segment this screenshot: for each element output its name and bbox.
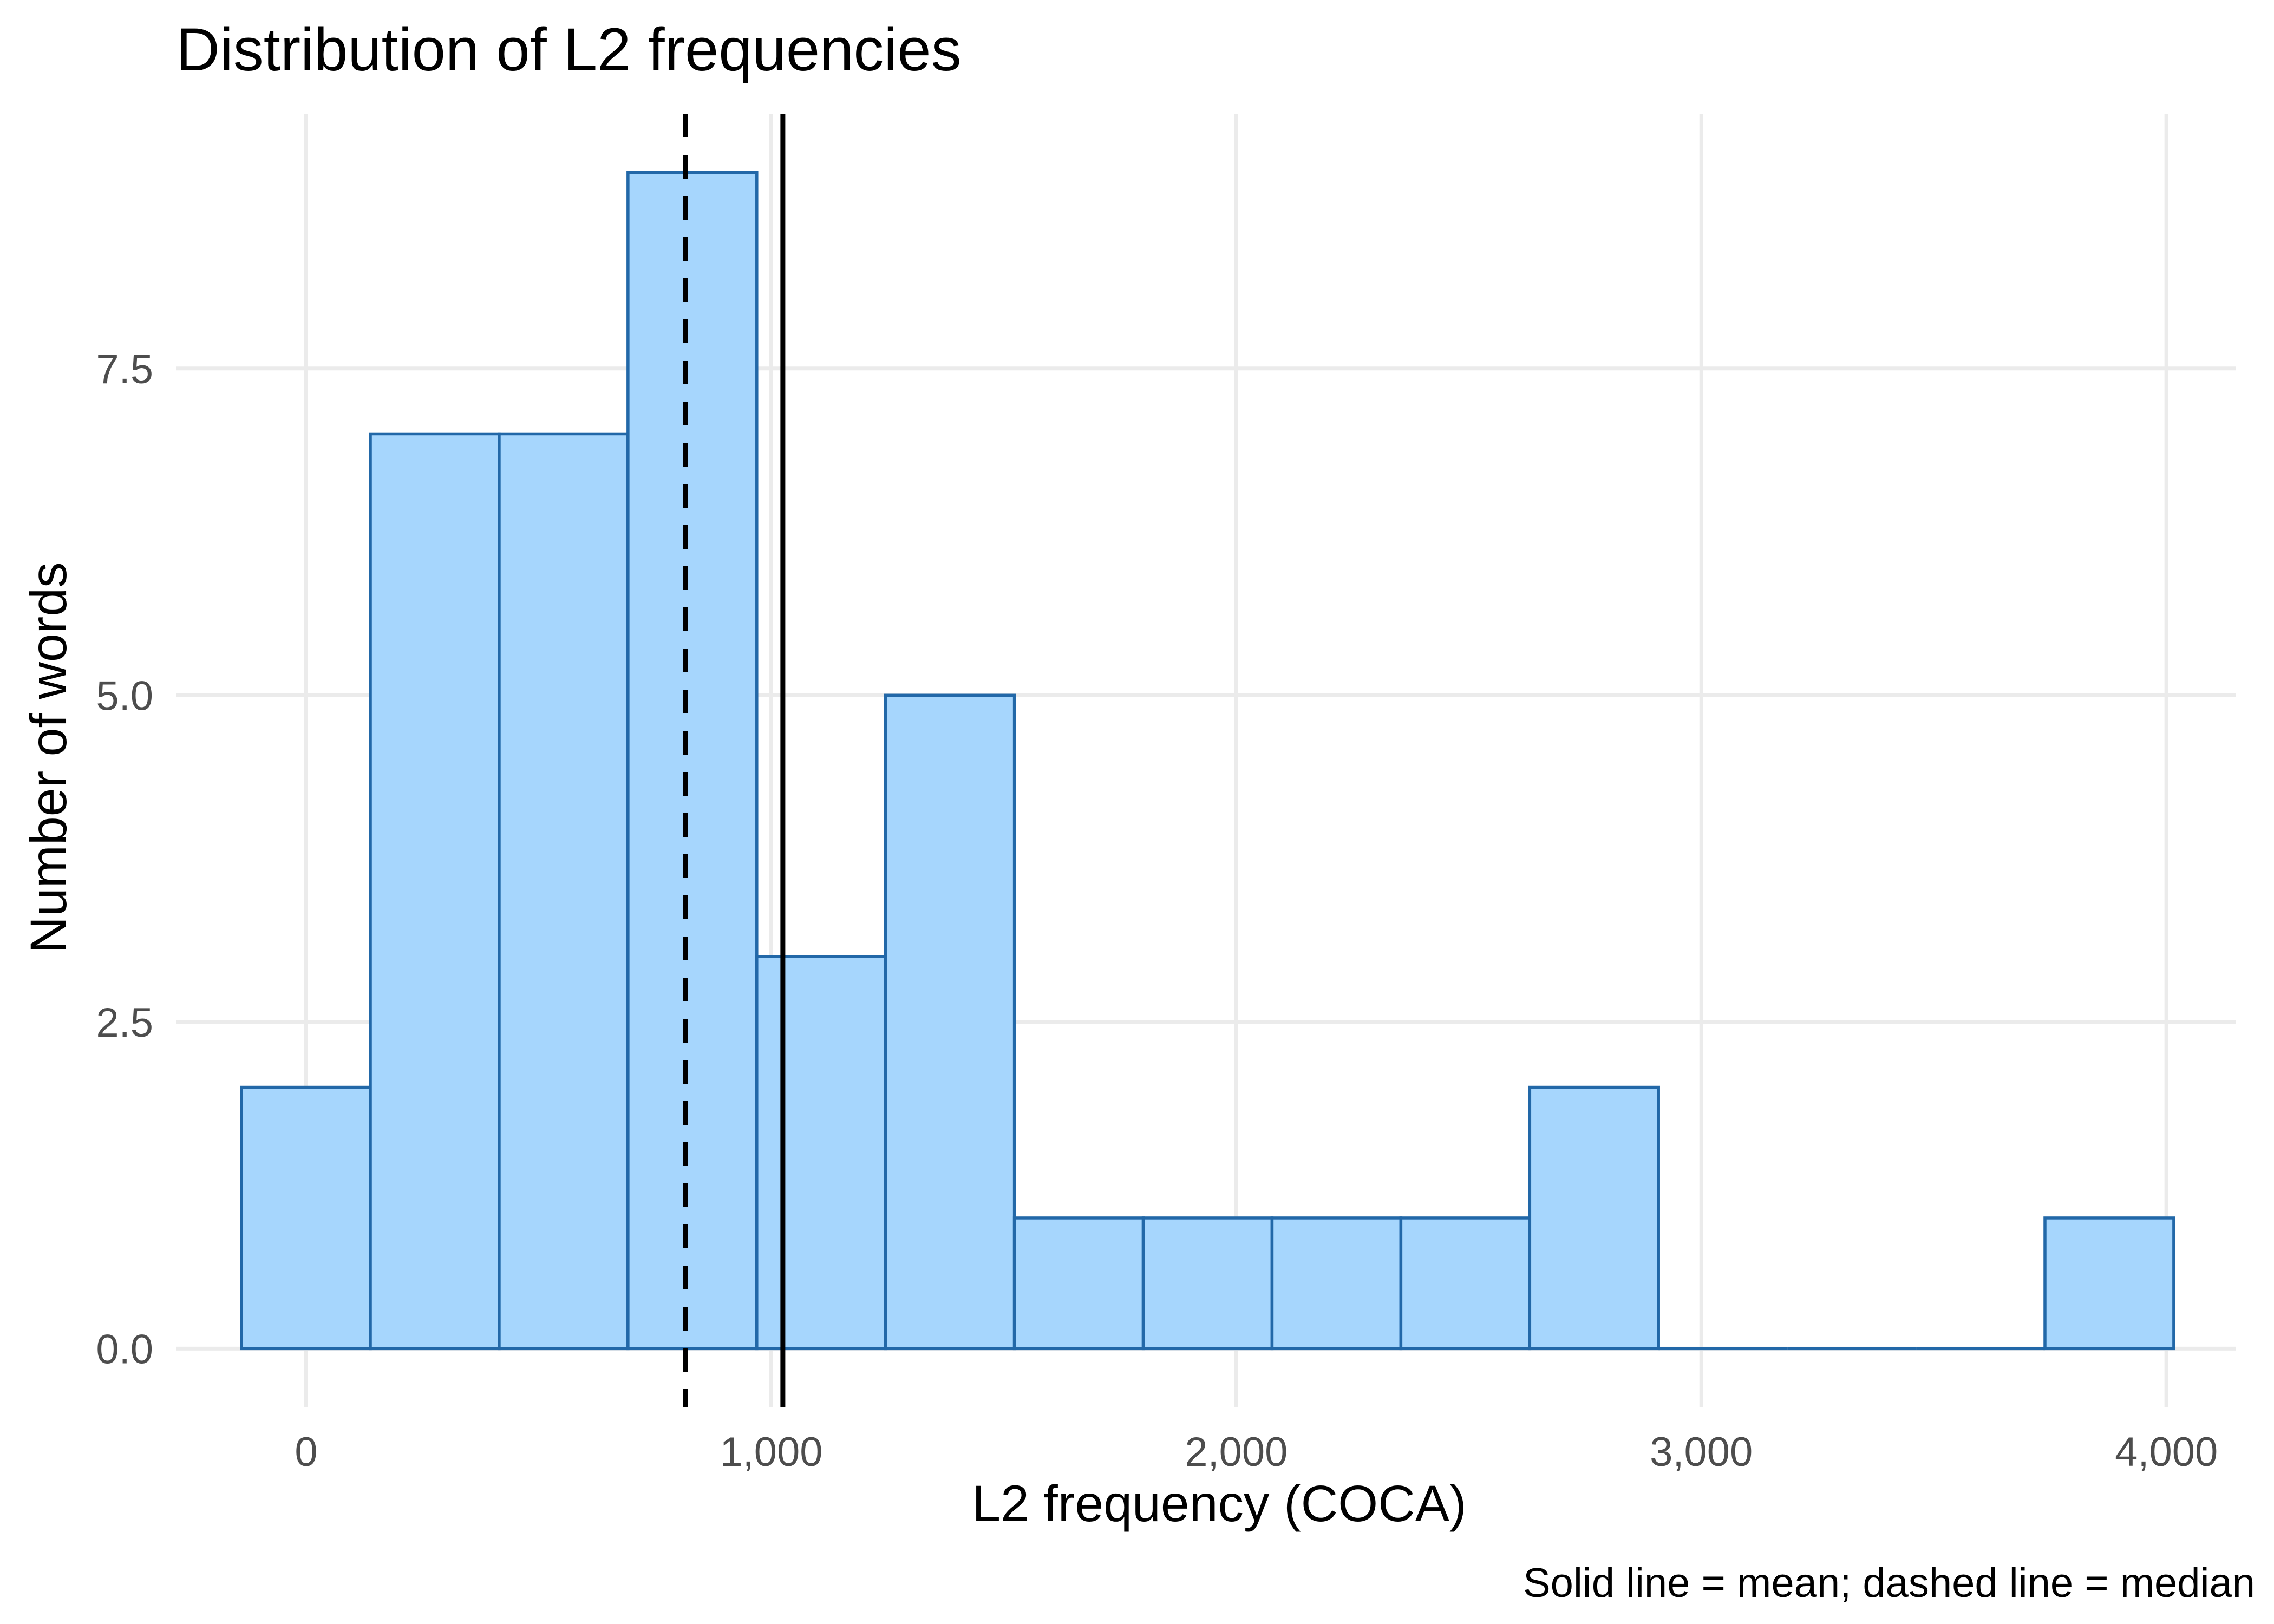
histogram-bar bbox=[1141, 1216, 1274, 1351]
tick-labels: 0 1,000 2,000 3,000 4,000 0.0 2.5 5.0 7.5 bbox=[96, 346, 2218, 1475]
histogram-bar bbox=[884, 693, 1016, 1351]
y-tick-label: 7.5 bbox=[96, 346, 153, 392]
histogram-bar bbox=[1528, 1085, 1660, 1351]
x-tick-label: 0 bbox=[295, 1429, 317, 1475]
y-tick-label: 2.5 bbox=[96, 1000, 153, 1046]
histogram-bars bbox=[240, 171, 2175, 1351]
histogram-bar bbox=[1270, 1216, 1403, 1351]
histogram-bar bbox=[1012, 1216, 1145, 1351]
histogram-bar bbox=[2043, 1216, 2175, 1351]
y-tick-label: 5.0 bbox=[96, 673, 153, 719]
x-tick-label: 2,000 bbox=[1185, 1429, 1288, 1475]
y-axis-title: Number of words bbox=[20, 562, 77, 953]
x-tick-label: 4,000 bbox=[2115, 1429, 2218, 1475]
histogram-bar bbox=[1399, 1216, 1532, 1351]
x-axis-title: L2 frequency (COCA) bbox=[972, 1475, 1466, 1533]
y-tick-label: 0.0 bbox=[96, 1326, 153, 1372]
histogram-bar bbox=[755, 955, 887, 1351]
x-tick-label: 3,000 bbox=[1650, 1429, 1753, 1475]
histogram-bar bbox=[626, 171, 759, 1351]
chart-caption: Solid line = mean; dashed line = median bbox=[1523, 1560, 2255, 1606]
x-tick-label: 1,000 bbox=[720, 1429, 822, 1475]
reference-lines bbox=[683, 114, 786, 1407]
histogram-bar bbox=[240, 1085, 372, 1351]
histogram-bar bbox=[369, 432, 501, 1351]
chart-title: Distribution of L2 frequencies bbox=[176, 16, 962, 83]
histogram-bar bbox=[498, 432, 630, 1351]
